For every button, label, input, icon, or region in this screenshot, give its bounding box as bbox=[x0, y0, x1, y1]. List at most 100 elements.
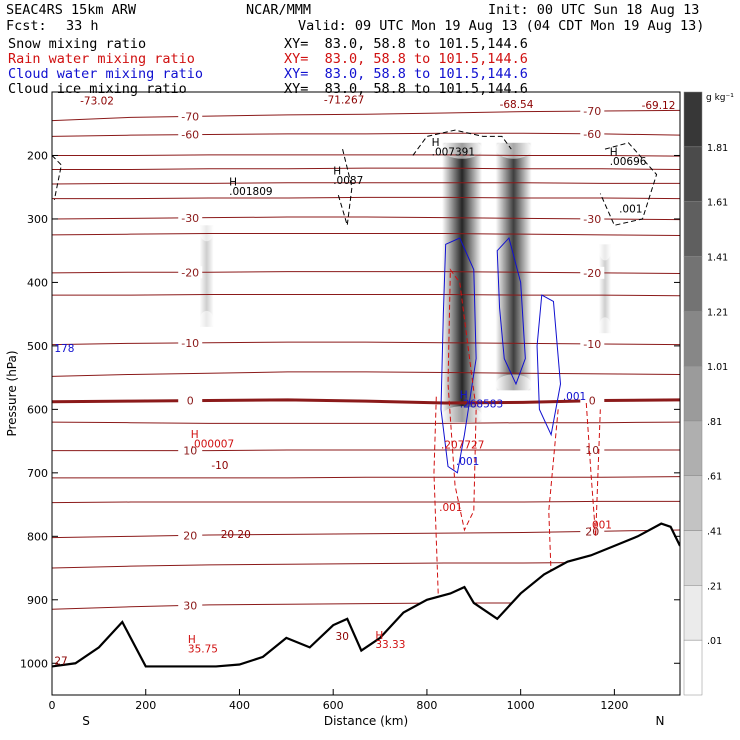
x-tick-label: 1000 bbox=[507, 699, 535, 712]
colorbar-label: 1.21 bbox=[707, 307, 728, 318]
field-annotation: .001 bbox=[456, 456, 479, 468]
snow-core-fade-top bbox=[199, 221, 214, 242]
field-annotation: 27 bbox=[54, 656, 67, 668]
field-annotation: .000007 bbox=[191, 438, 234, 450]
contour-label: 10 bbox=[183, 445, 197, 458]
contour-label-bg bbox=[580, 127, 605, 140]
snow-core-fade-top bbox=[495, 138, 532, 159]
colorbar-label: 1.61 bbox=[707, 198, 728, 209]
snow-core-fade-bottom bbox=[599, 317, 612, 338]
temperature-contour bbox=[52, 196, 680, 200]
y-tick-label: 500 bbox=[27, 340, 48, 353]
cloud-ice-contour bbox=[337, 149, 353, 226]
field-annotation: .0087 bbox=[333, 175, 363, 187]
cloud-water-contour bbox=[496, 236, 526, 386]
snow-core-shade bbox=[199, 225, 214, 327]
contour-label: -10 bbox=[583, 338, 601, 351]
contour-label: -10 bbox=[181, 337, 199, 350]
temperature-contour bbox=[52, 132, 680, 137]
colorbar-segment bbox=[683, 475, 703, 531]
valid-time: Valid: 09 UTC Mon 19 Aug 13 (04 CDT Mon … bbox=[298, 18, 705, 34]
field-xy-cloud-ice: XY= 83.0, 58.8 to 101.5,144.6 bbox=[284, 81, 528, 97]
field-annotation: .207727 bbox=[441, 440, 484, 452]
field-annotation: H bbox=[188, 634, 196, 646]
field-annotation: H bbox=[460, 390, 468, 402]
cloud-ice-contour bbox=[52, 155, 62, 201]
contour-label: -30 bbox=[583, 213, 601, 226]
field-annotation: H bbox=[610, 146, 618, 158]
field-xy-snow: XY= 83.0, 58.8 to 101.5,144.6 bbox=[284, 36, 528, 52]
snow-core bbox=[199, 221, 214, 331]
temperature-contour bbox=[52, 371, 680, 377]
init-time: Init: 00 UTC Sun 18 Aug 13 bbox=[488, 2, 700, 18]
contour-label-bg bbox=[580, 266, 605, 279]
x-tick-label: 400 bbox=[229, 699, 250, 712]
x-tick-label: 600 bbox=[323, 699, 344, 712]
x-tick-label: 800 bbox=[416, 699, 437, 712]
contour-label: -60 bbox=[583, 128, 601, 141]
field-annotation: 33.33 bbox=[375, 639, 405, 651]
rain-contour bbox=[447, 268, 477, 532]
temperature-contour bbox=[52, 398, 680, 405]
contour-label-bg bbox=[580, 525, 605, 538]
contour-label-bg bbox=[580, 105, 605, 118]
field-annotation: H bbox=[191, 429, 199, 441]
colorbar-label: 1.81 bbox=[707, 143, 728, 154]
colorbar-segment bbox=[683, 201, 703, 257]
colorbar-label: 1.41 bbox=[707, 252, 728, 263]
contour-label: -30 bbox=[181, 212, 199, 225]
colorbar-label: .21 bbox=[707, 581, 722, 592]
colorbar-segment bbox=[683, 420, 703, 476]
terrain-fill bbox=[52, 523, 680, 695]
field-annotation: .001809 bbox=[229, 186, 272, 198]
endpoint-left-label: S bbox=[82, 714, 90, 728]
y-tick-label: 600 bbox=[27, 403, 48, 416]
temperature-contour bbox=[52, 167, 680, 170]
snow-core-shade bbox=[495, 142, 532, 391]
colorbar-segment bbox=[683, 311, 703, 367]
colorbar-segment bbox=[683, 91, 703, 148]
org-label: NCAR/MMM bbox=[246, 2, 312, 18]
cloud-ice-contour bbox=[412, 129, 512, 156]
colorbar-unit: g kg⁻¹ bbox=[706, 93, 734, 103]
field-label-snow: Snow mixing ratio bbox=[8, 36, 147, 52]
field-annotation: .001 bbox=[439, 502, 462, 514]
endpoint-right-label: N bbox=[656, 714, 665, 728]
colorbar-label: .41 bbox=[707, 527, 722, 538]
y-tick-label: 400 bbox=[27, 276, 48, 289]
field-annotation: -69.12 bbox=[642, 100, 676, 112]
snow-core-fade-top bbox=[442, 138, 483, 159]
contour-label: -20 bbox=[583, 267, 601, 280]
field-annotation: -68.54 bbox=[500, 99, 534, 111]
field-label-cloud-ice: Cloud ice mixing ratio bbox=[8, 81, 187, 97]
contour-label-bg bbox=[178, 211, 203, 224]
snow-core bbox=[495, 138, 532, 395]
field-annotation: .001 bbox=[563, 391, 586, 403]
field-annotation: 20 20 bbox=[221, 529, 251, 541]
snow-core-shade bbox=[442, 142, 483, 423]
y-tick-label: 300 bbox=[27, 213, 48, 226]
contour-label: 10 bbox=[585, 444, 599, 457]
field-annotation: H bbox=[375, 630, 383, 642]
contour-label: -20 bbox=[181, 266, 199, 279]
terrain-line bbox=[52, 522, 680, 668]
contour-label: 0 bbox=[187, 395, 194, 408]
field-annotation: 178 bbox=[54, 343, 74, 355]
field-annotation: .268583 bbox=[460, 398, 503, 410]
rain-contour bbox=[433, 396, 440, 607]
y-tick-label: 800 bbox=[27, 530, 48, 543]
temperature-contour bbox=[52, 182, 680, 185]
colorbar-segment bbox=[683, 639, 703, 696]
field-annotation: H bbox=[229, 176, 237, 188]
contour-label-bg bbox=[178, 266, 203, 279]
contour-label: -60 bbox=[181, 129, 199, 142]
field-annotation: -73.02 bbox=[80, 96, 114, 108]
x-tick-label: 1200 bbox=[600, 699, 628, 712]
x-tick-label: 0 bbox=[49, 699, 56, 712]
field-label-cloud-water: Cloud water mixing ratio bbox=[8, 66, 204, 82]
snow-core-fade-bottom bbox=[199, 310, 214, 331]
temperature-contour bbox=[52, 500, 680, 504]
temperature-contour bbox=[52, 271, 680, 275]
temperature-contour bbox=[52, 154, 680, 157]
